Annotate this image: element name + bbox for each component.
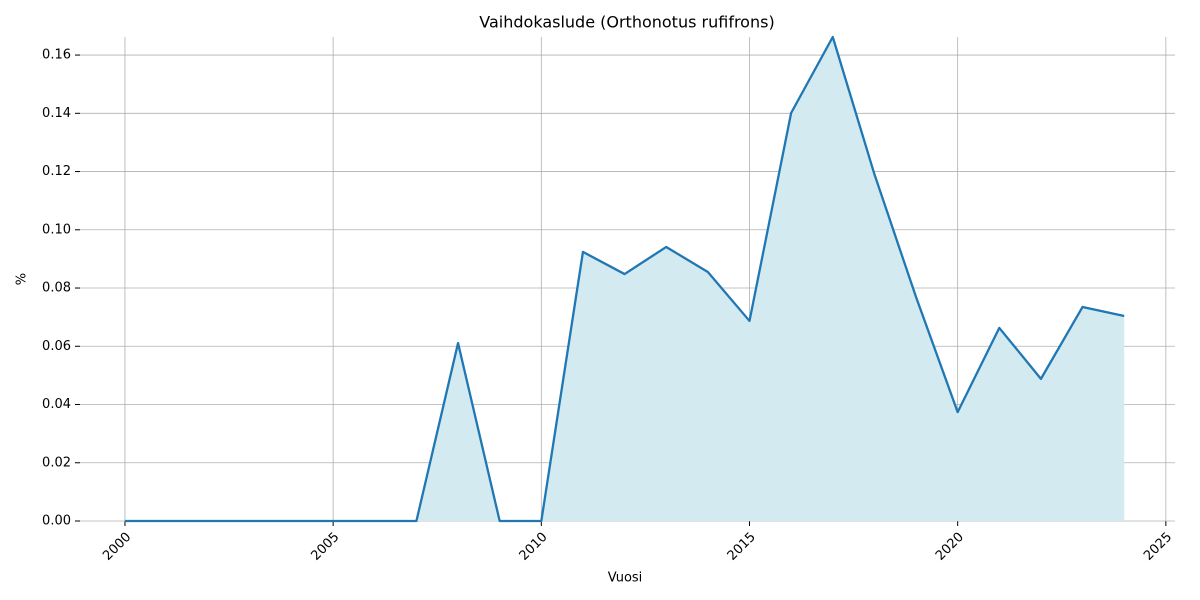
x-tick-label: 2015 [725,530,759,564]
y-tick-label: 0.00 [42,514,71,529]
x-tick-label: 2005 [308,530,342,564]
x-axis-label: Vuosi [608,571,643,586]
x-tick-label: 2010 [517,530,551,564]
area [124,37,1125,521]
y-tick-label: 0.14 [42,106,71,121]
x-tick-label: 2025 [1141,530,1175,564]
y-tick-label: 0.02 [42,455,71,470]
y-tick-label: 0.08 [42,281,71,296]
line [124,35,1125,523]
y-tick-label: 0.12 [42,164,71,179]
chart-title: Vaihdokaslude (Orthonotus rufifrons) [479,13,774,32]
x-tick-label: 2000 [100,530,134,564]
y-tick-label: 0.10 [42,222,71,237]
x-tick-label: 2020 [933,530,967,564]
y-tick-label: 0.16 [42,48,71,63]
y-axis-label: % [15,273,30,285]
y-tick-label: 0.04 [42,397,71,412]
y-tick-label: 0.06 [42,339,71,354]
